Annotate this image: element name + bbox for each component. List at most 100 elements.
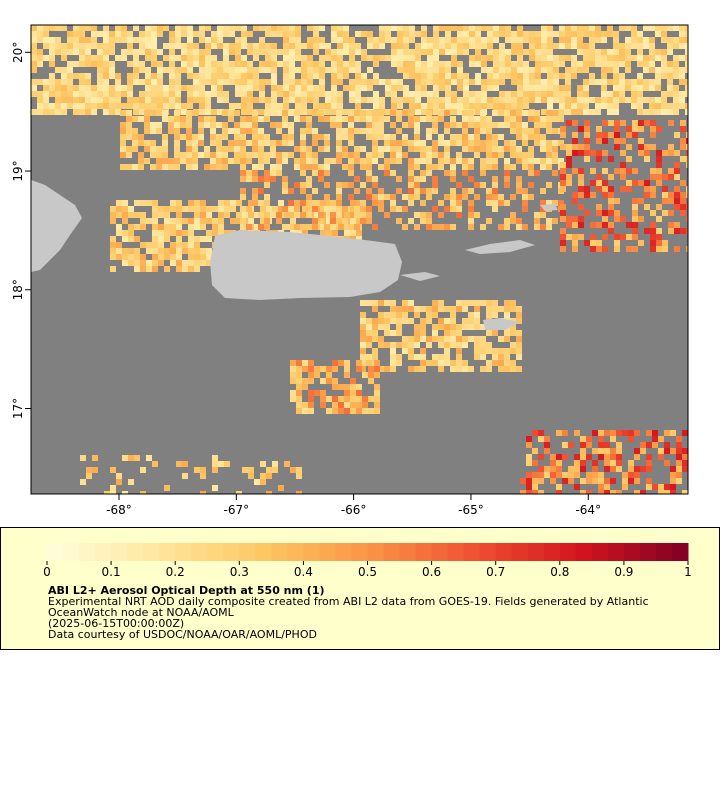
aerosol-cell: [560, 210, 566, 216]
aerosol-cell: [469, 61, 475, 67]
aerosol-cell: [649, 25, 655, 31]
aerosol-cell: [247, 109, 253, 115]
aerosol-cell: [553, 67, 559, 73]
aerosol-cell: [616, 430, 622, 436]
aerosol-cell: [498, 360, 504, 366]
aerosol-cell: [578, 174, 584, 180]
aerosol-cell: [679, 73, 685, 79]
aerosol-cell: [592, 460, 598, 466]
aerosol-cell: [516, 116, 522, 122]
aerosol-cell: [559, 55, 565, 61]
aerosol-cell: [85, 85, 91, 91]
aerosol-cell: [49, 109, 55, 115]
aerosol-cell: [601, 73, 607, 79]
aerosol-cell: [492, 110, 498, 116]
aerosol-cell: [547, 97, 553, 103]
aerosol-cell: [498, 122, 504, 128]
aerosol-cell: [126, 110, 132, 116]
aerosol-cell: [668, 150, 674, 156]
aerosol-cell: [601, 31, 607, 37]
aerosol-cell: [574, 472, 580, 478]
aerosol-cell: [140, 491, 146, 494]
aerosol-cell: [86, 467, 92, 473]
aerosol-cell: [438, 110, 444, 116]
aerosol-cell: [540, 122, 546, 128]
aerosol-cell: [529, 31, 535, 37]
aerosol-cell: [228, 146, 234, 152]
aerosol-cell: [258, 188, 264, 194]
aerosol-cell: [420, 212, 426, 218]
aerosol-cell: [667, 37, 673, 43]
aerosol-cell: [685, 25, 688, 31]
aerosol-cell: [686, 186, 688, 192]
aerosol-cell: [462, 164, 468, 170]
aerosol-cell: [343, 25, 349, 31]
aerosol-cell: [547, 67, 553, 73]
aerosol-cell: [288, 206, 294, 212]
aerosol-cell: [350, 408, 356, 414]
aerosol-cell: [247, 91, 253, 97]
aerosol-cell: [510, 300, 516, 306]
aerosol-cell: [650, 132, 656, 138]
aerosol-cell: [456, 306, 462, 312]
aerosol-cell: [396, 188, 402, 194]
aerosol-cell: [320, 366, 326, 372]
aerosol-cell: [578, 234, 584, 240]
aerosol-cell: [409, 73, 415, 79]
aerosol-cell: [668, 144, 674, 150]
aerosol-cell: [679, 25, 685, 31]
aerosol-cell: [192, 110, 198, 116]
aerosol-cell: [168, 122, 174, 128]
aerosol-cell: [115, 85, 121, 91]
aerosol-cell: [240, 122, 246, 128]
aerosol-cell: [73, 97, 79, 103]
aerosol-cell: [342, 182, 348, 188]
aerosol-cell: [121, 85, 127, 91]
aerosol-cell: [240, 188, 246, 194]
aerosol-cell: [426, 194, 432, 200]
aerosol-cell: [318, 176, 324, 182]
aerosol-cell: [133, 79, 139, 85]
aerosol-cell: [468, 318, 474, 324]
aerosol-cell: [650, 210, 656, 216]
aerosol-cell: [560, 162, 566, 168]
aerosol-cell: [450, 188, 456, 194]
aerosol-cell: [487, 25, 493, 31]
aerosol-cell: [115, 109, 121, 115]
aerosol-cell: [598, 436, 604, 442]
aerosol-cell: [348, 134, 354, 140]
aerosol-cell: [145, 37, 151, 43]
aerosol-cell: [253, 49, 259, 55]
aerosol-cell: [313, 25, 319, 31]
aerosol-cell: [73, 85, 79, 91]
aerosol-cell: [619, 91, 625, 97]
aerosol-cell: [535, 73, 541, 79]
aerosol-cell: [614, 240, 620, 246]
aerosol-cell: [572, 240, 578, 246]
aerosol-cell: [686, 228, 688, 234]
aerosol-cell: [614, 216, 620, 222]
aerosol-cell: [522, 140, 528, 146]
aerosol-cell: [649, 49, 655, 55]
aerosol-cell: [109, 109, 115, 115]
aerosol-cell: [676, 442, 682, 448]
aerosol-cell: [295, 25, 301, 31]
aerosol-cell: [270, 152, 276, 158]
aerosol-cell: [240, 128, 246, 134]
aerosol-cell: [198, 122, 204, 128]
aerosol-cell: [516, 306, 522, 312]
aerosol-cell: [457, 103, 463, 109]
aerosol-cell: [43, 109, 49, 115]
aerosol-cell: [649, 43, 655, 49]
aerosol-cell: [271, 97, 277, 103]
aerosol-cell: [450, 164, 456, 170]
aerosol-cell: [360, 312, 366, 318]
aerosol-cell: [138, 140, 144, 146]
aerosol-cell: [432, 116, 438, 122]
aerosol-cell: [319, 73, 325, 79]
aerosol-cell: [385, 79, 391, 85]
aerosol-cell: [409, 31, 415, 37]
aerosol-cell: [110, 206, 116, 212]
aerosol-cell: [408, 122, 414, 128]
aerosol-cell: [174, 128, 180, 134]
